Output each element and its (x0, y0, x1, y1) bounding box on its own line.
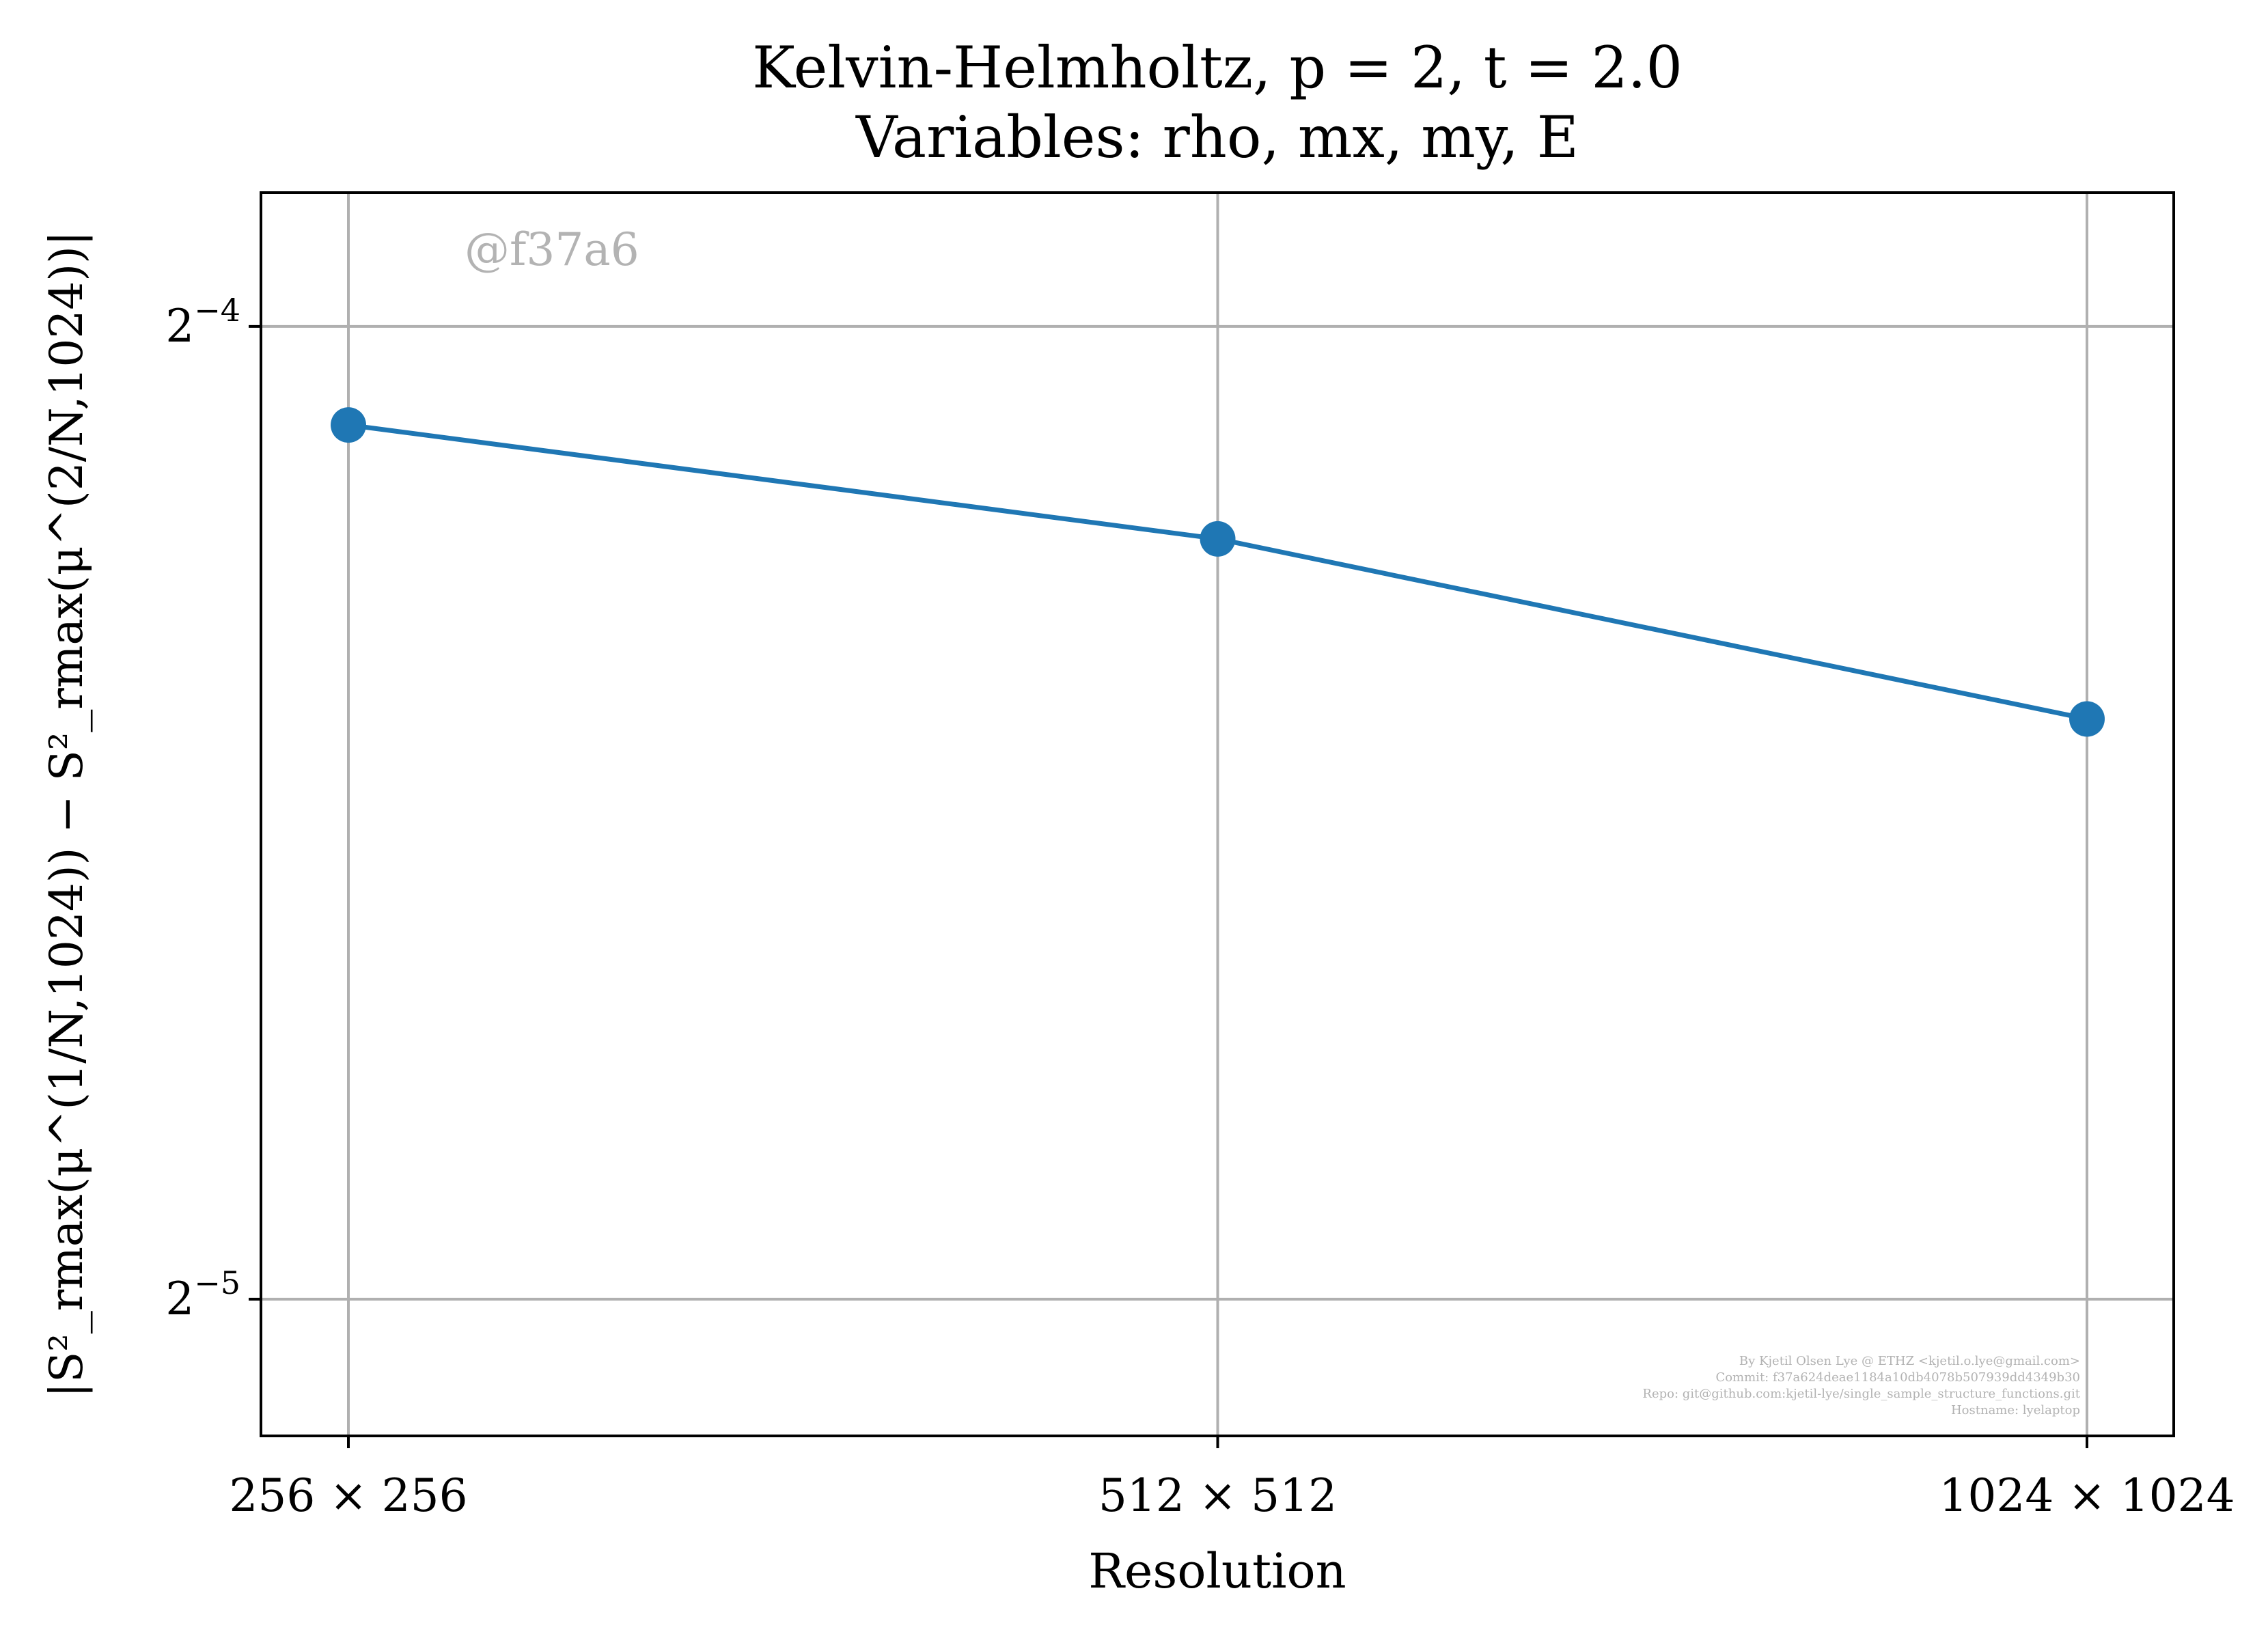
y-tick-label: 2−4 (165, 292, 240, 352)
watermark: @f37a6 (465, 223, 639, 276)
y-tick-label: 2−5 (165, 1264, 240, 1325)
data-point (1200, 521, 1236, 557)
grid-lines (261, 193, 2174, 1436)
chart-title-line-2: Variables: rho, mx, my, E (855, 104, 1579, 171)
x-tick-label: 1024 × 1024 (1939, 1469, 2235, 1522)
x-tick-label: 256 × 256 (229, 1469, 467, 1522)
credits-block: By Kjetil Olsen Lye @ ETHZ <kjetil.o.lye… (1642, 1354, 2080, 1417)
data-point (331, 407, 366, 443)
y-tick-exponent: −4 (194, 292, 240, 329)
axis-ticks: 256 × 256 512 × 512 1024 × 1024 2−4 2−5 (165, 292, 2235, 1522)
credit-line: Hostname: lyelaptop (1951, 1403, 2080, 1417)
x-axis-label: Resolution (1088, 1543, 1346, 1599)
chart-title-line-1: Kelvin-Helmholtz, p = 2, t = 2.0 (752, 34, 1683, 101)
data-point (2069, 701, 2105, 737)
credit-line: By Kjetil Olsen Lye @ ETHZ <kjetil.o.lye… (1739, 1354, 2080, 1368)
credit-line: Commit: f37a624deae1184a10db4078b507939d… (1715, 1370, 2080, 1385)
y-tick-exponent: −5 (194, 1264, 240, 1301)
credit-line: Repo: git@github.com:kjetil-lye/single_s… (1642, 1387, 2080, 1401)
y-axis-label: |S²_rmax(μ^(1/N,1024)) − S²_rmax(μ^(2/N,… (40, 231, 93, 1398)
x-tick-label: 512 × 512 (1098, 1469, 1337, 1522)
series-layer (331, 407, 2105, 737)
